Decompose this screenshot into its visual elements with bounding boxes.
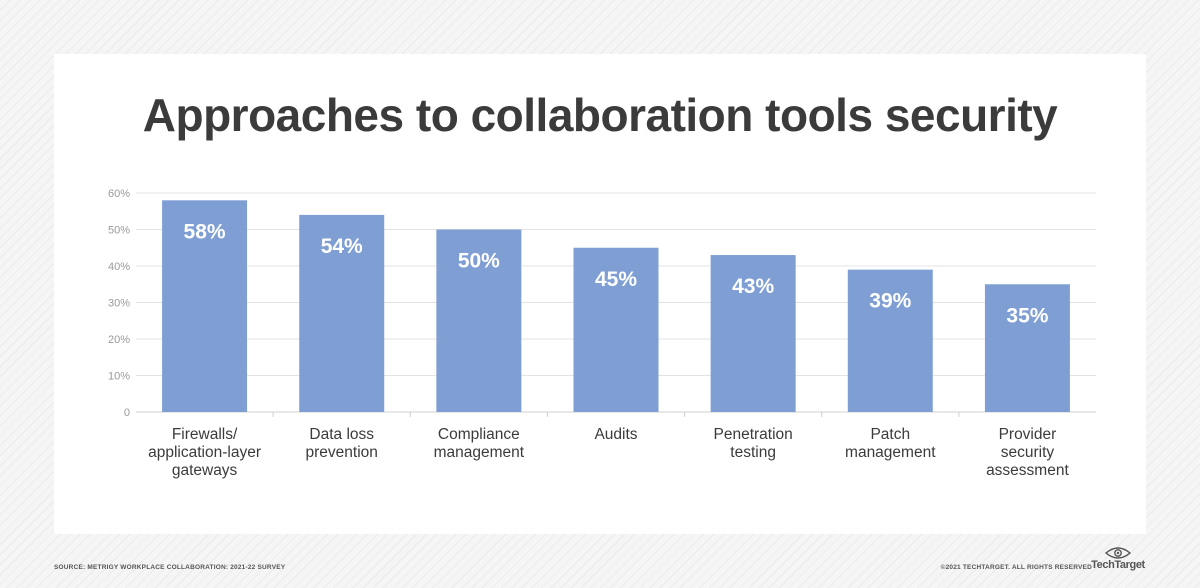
source-note: SOURCE: METRIGY WORKPLACE COLLABORATION:… [54,564,286,571]
category-label: Data loss prevention [306,426,378,461]
category-label: Compliance management [434,426,525,461]
bar [984,284,1070,412]
bar-value-label: 43% [732,275,774,298]
bar-value-label: 39% [869,290,911,313]
category-label-line: application-layer [148,444,261,461]
category-label: Audits [594,426,637,443]
category-label-line: gateways [172,462,238,479]
bar [573,247,659,412]
category-label-line: Provider [999,426,1057,443]
bar [299,214,385,412]
bar-value-label: 54% [321,235,363,258]
bar [710,255,796,412]
bar-value-label: 45% [595,268,637,291]
category-label-line: Firewalls/ [172,426,238,443]
category-label-line: Patch [870,426,910,443]
brand-name: TechTarget [1091,559,1145,571]
bar-value-label: 50% [458,250,500,273]
category-label-line: management [845,444,936,461]
y-tick-label: 50% [108,225,130,237]
category-label: Penetration testing [714,426,793,461]
y-tick-label: 0 [124,407,130,419]
category-label-line: testing [730,444,776,461]
bar [847,269,933,412]
category-label: Firewalls/application-layer gateways [148,426,261,479]
y-tick-label: 60% [108,188,130,200]
category-label: Provider security assessment [986,426,1069,479]
bar [436,229,522,412]
copyright-note: ©2021 TECHTARGET. ALL RIGHTS RESERVED [940,564,1092,571]
y-tick-label: 40% [108,261,130,273]
eye-logo-icon [1105,547,1131,559]
y-tick-label: 10% [108,371,130,383]
category-label-line: security [1001,444,1055,461]
category-label-line: Data loss [309,426,374,443]
bar-value-label: 58% [184,220,226,243]
brand-logo: TechTarget [1090,546,1146,574]
category-label: Patch management [845,426,936,461]
bar-value-label: 35% [1006,304,1048,327]
y-tick-label: 30% [108,298,130,310]
category-label-line: assessment [986,462,1069,479]
category-label-line: Audits [594,426,637,443]
y-tick-label: 20% [108,334,130,346]
bar [162,200,248,412]
category-label-line: management [434,444,525,461]
category-label-line: prevention [306,444,378,461]
category-label-line: Penetration [714,426,793,443]
category-label-line: Compliance [438,426,520,443]
chart-title: Approaches to collaboration tools securi… [142,89,1058,141]
